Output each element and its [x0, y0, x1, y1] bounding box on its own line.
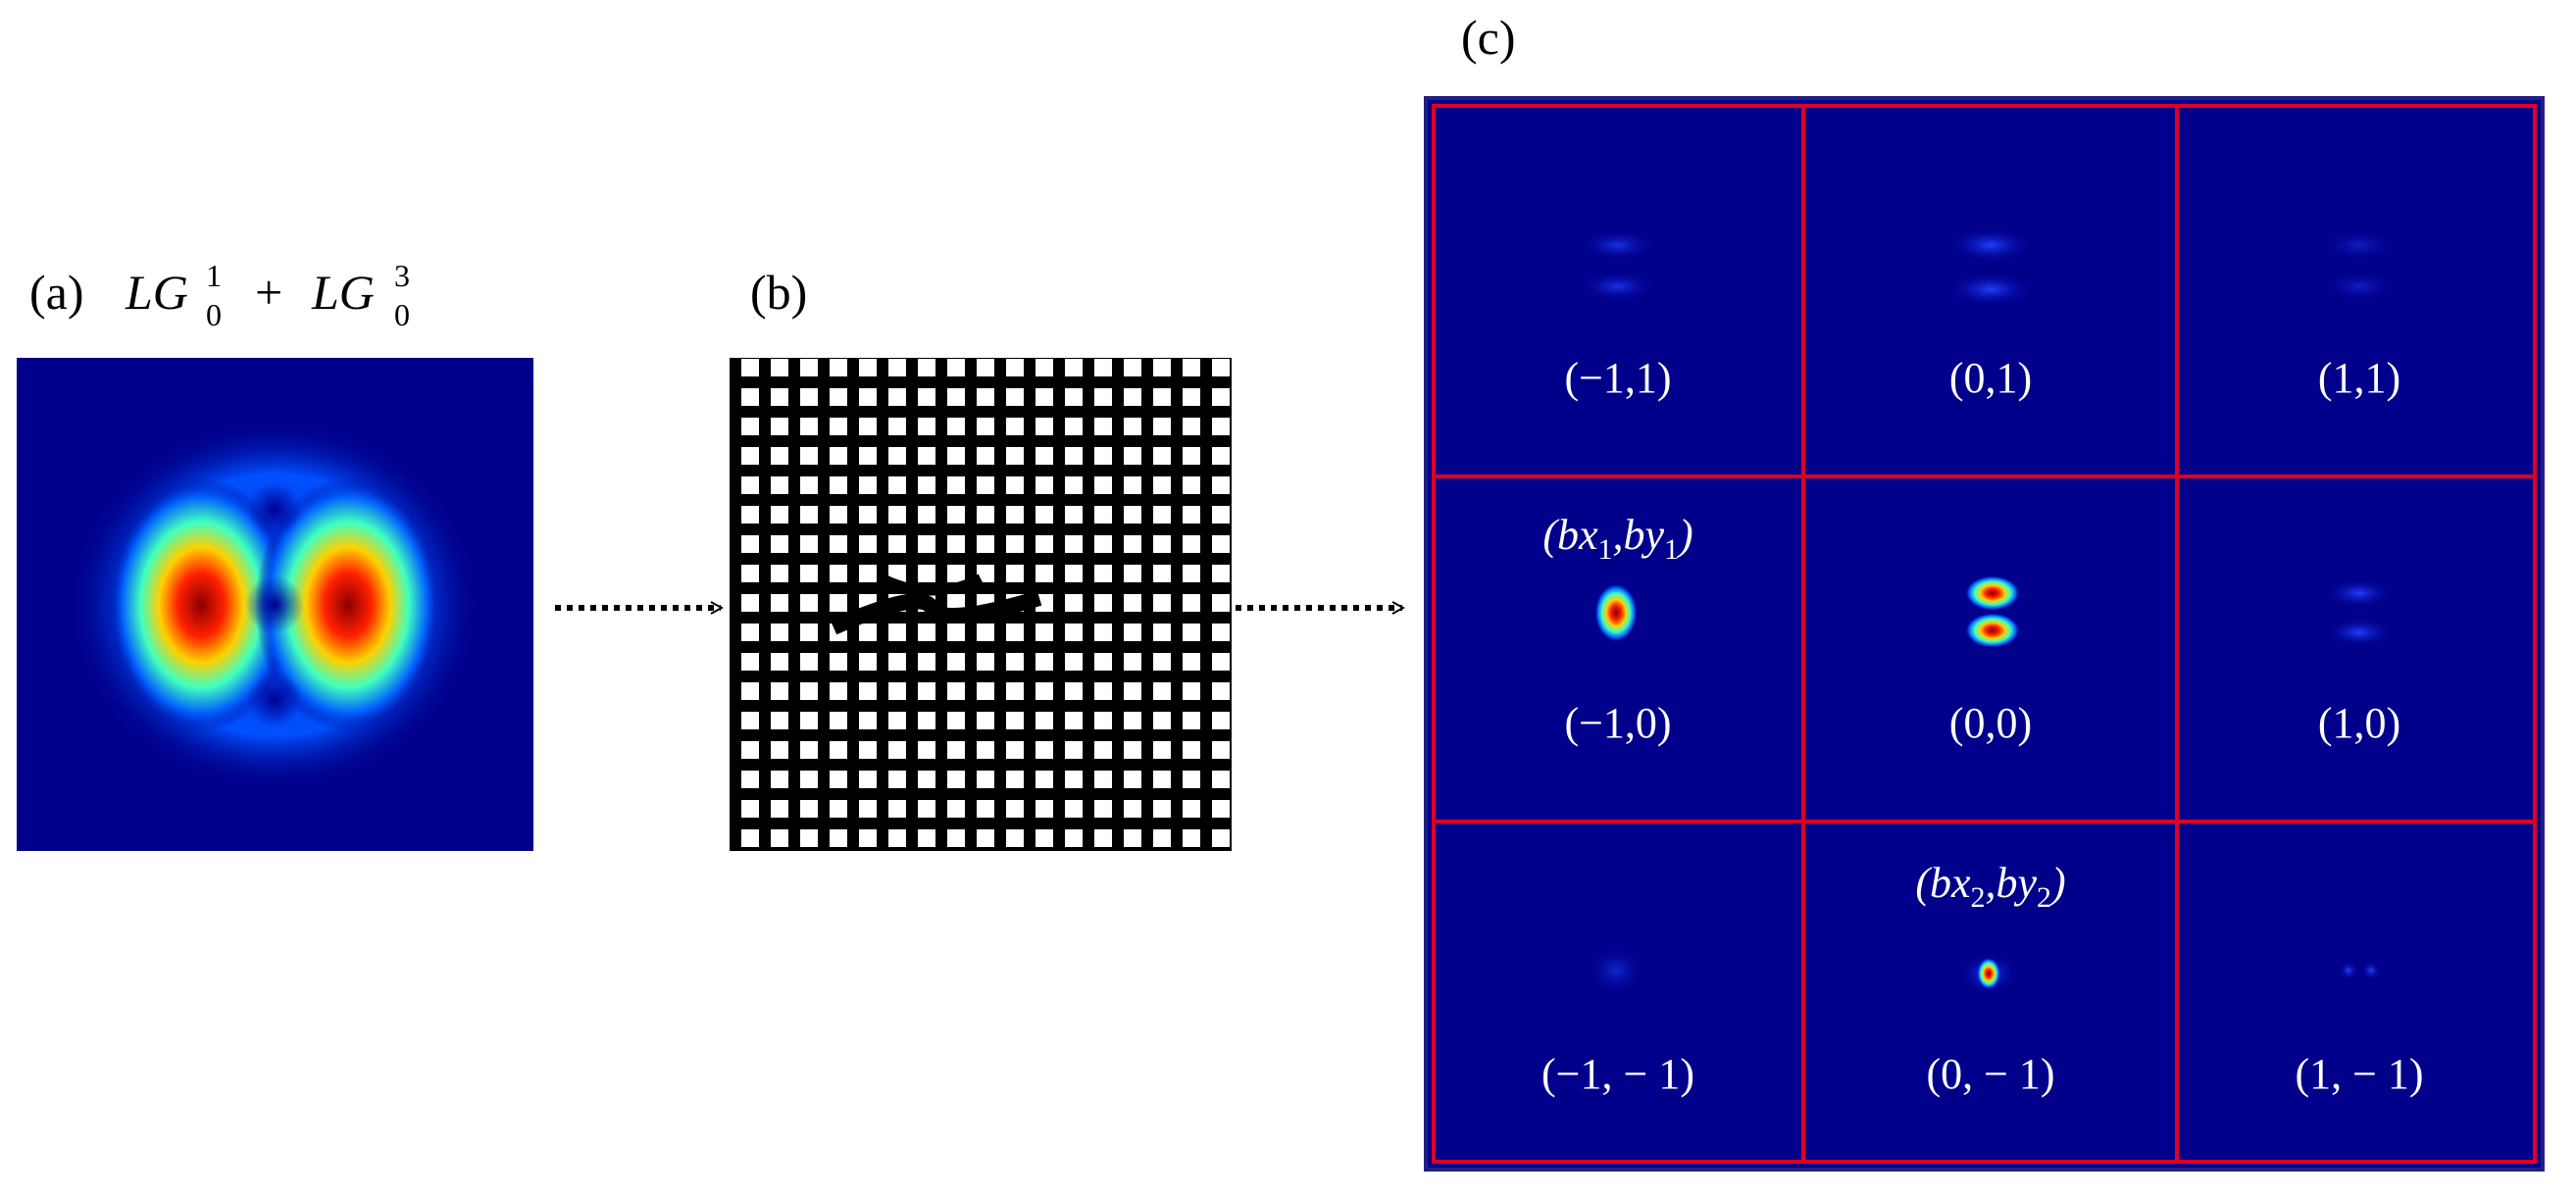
cell-labels: (−1,1) (0,1) (1,1) (−1,0) (0,0) (1,0) (−…: [1541, 354, 2424, 1098]
formula-sub: 0: [394, 297, 410, 332]
cell-label: (−1,1): [1564, 354, 1671, 402]
annotation: (bx2,by2): [1915, 859, 2065, 914]
annotation-text: ,by: [1986, 859, 2038, 907]
cell-label: (−1,0): [1564, 699, 1671, 747]
cell-label: (0,1): [1949, 354, 2032, 402]
panel-label: (b): [750, 265, 807, 320]
diffraction-grid: [1424, 96, 2545, 1172]
formula-sup: 3: [394, 258, 410, 293]
cell-label: (0, − 1): [1926, 1050, 2054, 1098]
formula-op: +: [255, 265, 282, 320]
cell-label: (1, − 1): [2295, 1050, 2423, 1098]
formula-term: LG: [311, 265, 375, 320]
formula-term: LG: [125, 265, 188, 320]
annotation: (bx1,by1): [1542, 511, 1692, 566]
annotation-text: (bx: [1915, 859, 1971, 907]
annotation-text: ,by: [1613, 511, 1665, 559]
beam-image: [17, 358, 533, 851]
formula-sub: 0: [206, 297, 222, 332]
annotation-sub: 1: [1598, 533, 1613, 566]
cell-label: (1,1): [2318, 354, 2400, 402]
cell-label: (0,0): [1949, 699, 2032, 747]
annotation-sub: 2: [2037, 881, 2051, 914]
annotation-text: (bx: [1542, 511, 1598, 559]
cell-label: (−1, − 1): [1541, 1050, 1694, 1098]
cell-label: (1,0): [2318, 699, 2400, 747]
annotation-sub: 2: [1971, 881, 1986, 914]
annotation-sub: 1: [1664, 533, 1679, 566]
hologram: [730, 358, 1232, 851]
annotation-text: ): [2048, 859, 2066, 907]
panel-label: (c): [1461, 10, 1516, 65]
formula-sup: 1: [206, 258, 222, 293]
panel-label: (a): [29, 265, 84, 320]
annotation-text: ): [1676, 511, 1693, 559]
